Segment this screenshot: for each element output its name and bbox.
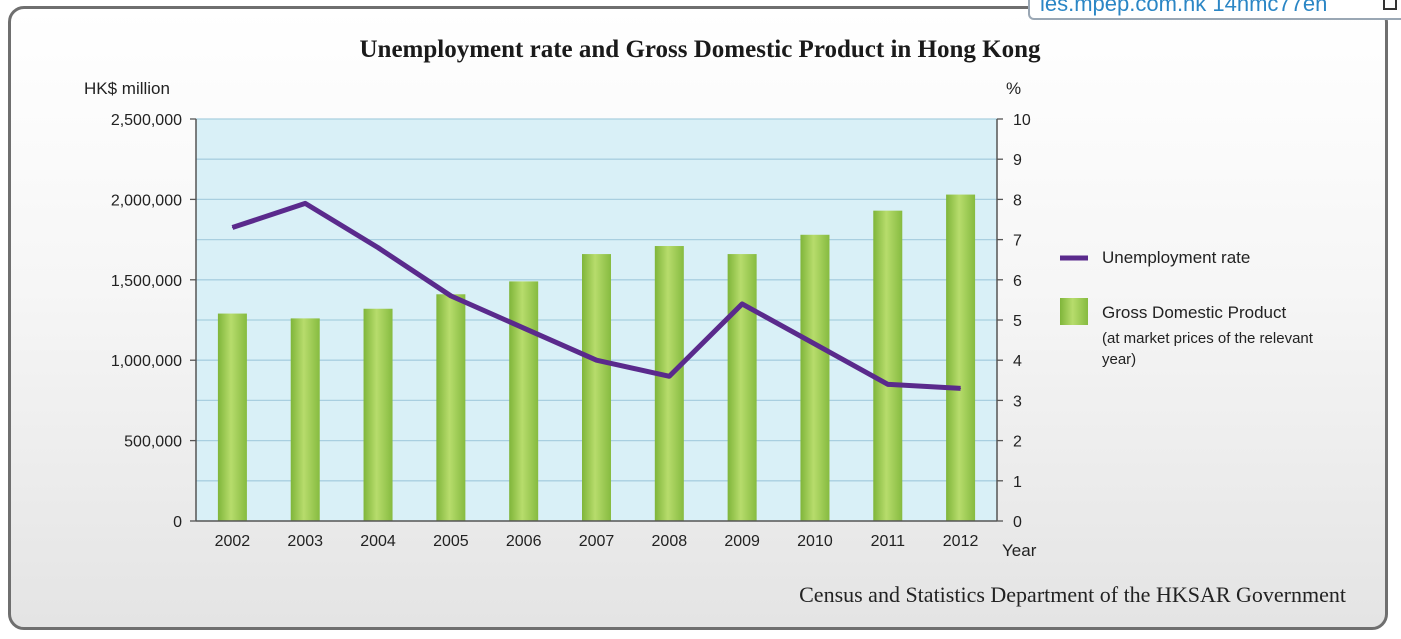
unemployment-point [523,327,525,329]
gdp-bar [217,313,247,521]
y2-tick-label: 2 [1013,434,1022,451]
x-tick-label: 2002 [215,533,251,550]
unemployment-point [450,295,452,297]
y2-tick-label: 0 [1013,514,1022,531]
y-tick-label: 1,500,000 [111,273,182,290]
x-tick-labels: 2002 2003 2004 2005 2006 2007 2008 2009 2010 2011… [215,533,979,550]
source-credit: Census and Statistics Department of the … [799,582,1346,607]
gdp-bar [727,254,757,521]
legend-bar-note-1: (at market prices of the relevant [1102,330,1314,347]
y2-tick-label: 4 [1013,353,1022,370]
legend-line-label: Unemployment rate [1102,248,1250,267]
y2-tick-labels: 0 1 2 3 4 5 6 7 8 9 10 [1013,112,1031,531]
unemployment-point [814,343,816,345]
chart-title: Unemployment rate and Gross Domestic Pro… [359,36,1041,63]
gdp-bar [290,318,320,521]
gdp-bar [363,308,393,521]
gdp-bar [436,294,466,521]
y2-tick-label: 6 [1013,273,1022,290]
unemployment-point [231,227,233,229]
unemployment-point [668,375,670,377]
x-tick-label: 2012 [943,533,979,550]
unemployment-point [960,387,962,389]
x-tick-label: 2004 [360,533,396,550]
y-tick-label: 2,500,000 [111,112,182,129]
y-tick-label: 1,000,000 [111,353,182,370]
unemployment-point [304,202,306,204]
x-tick-label: 2007 [579,533,615,550]
x-tick-label: 2008 [652,533,688,550]
x-tick-label: 2005 [433,533,469,550]
y-tick-label: 500,000 [124,434,182,451]
legend-bar-label: Gross Domestic Product [1102,303,1286,322]
x-tick-label: 2011 [871,533,906,550]
x-tick-label: 2003 [287,533,323,550]
unemployment-line-layer [231,200,962,391]
y2-tick-label: 1 [1013,474,1022,491]
legend: Unemployment rate Gross Domestic Product… [1060,248,1314,368]
unemployment-point [741,303,743,305]
external-link-icon[interactable] [1383,0,1397,10]
gdp-bars [217,194,976,522]
x-tick-label: 2006 [506,533,542,550]
gdp-bar [800,234,830,521]
y-tick-labels: 0 500,000 1,000,000 1,500,000 2,000,000 2,500… [111,112,182,531]
x-tick-label: 2010 [797,533,833,550]
y2-tick-label: 5 [1013,313,1022,330]
legend-bar-note-2: year) [1102,351,1136,368]
y2-tick-label: 9 [1013,152,1022,169]
axes [190,118,1003,522]
y2-tick-label: 8 [1013,192,1022,209]
unemployment-point [887,383,889,385]
gdp-bar [946,194,976,522]
y-axis-label: HK$ million [84,79,170,98]
unemployment-point [377,247,379,249]
unemployment-point [596,359,597,361]
y-tick-label: 2,000,000 [111,192,182,209]
source-url-tag[interactable]: ies.mpep.com.nk 14nmc77en [1028,0,1401,20]
gdp-bar [582,254,611,521]
y2-tick-label: 10 [1013,112,1031,129]
gdp-bar [654,246,684,522]
y2-tick-label: 7 [1013,233,1022,250]
y2-axis-label: % [1006,79,1021,98]
x-tick-label: 2009 [724,533,760,550]
y2-tick-label: 3 [1013,393,1022,410]
legend-bar-swatch [1060,298,1088,325]
gdp-bar [873,210,903,521]
source-url-text[interactable]: ies.mpep.com.nk 14nmc77en [1040,0,1328,16]
gdp-bar [509,281,539,521]
x-axis-label: Year [1002,541,1037,560]
y-tick-label: 0 [173,514,182,531]
